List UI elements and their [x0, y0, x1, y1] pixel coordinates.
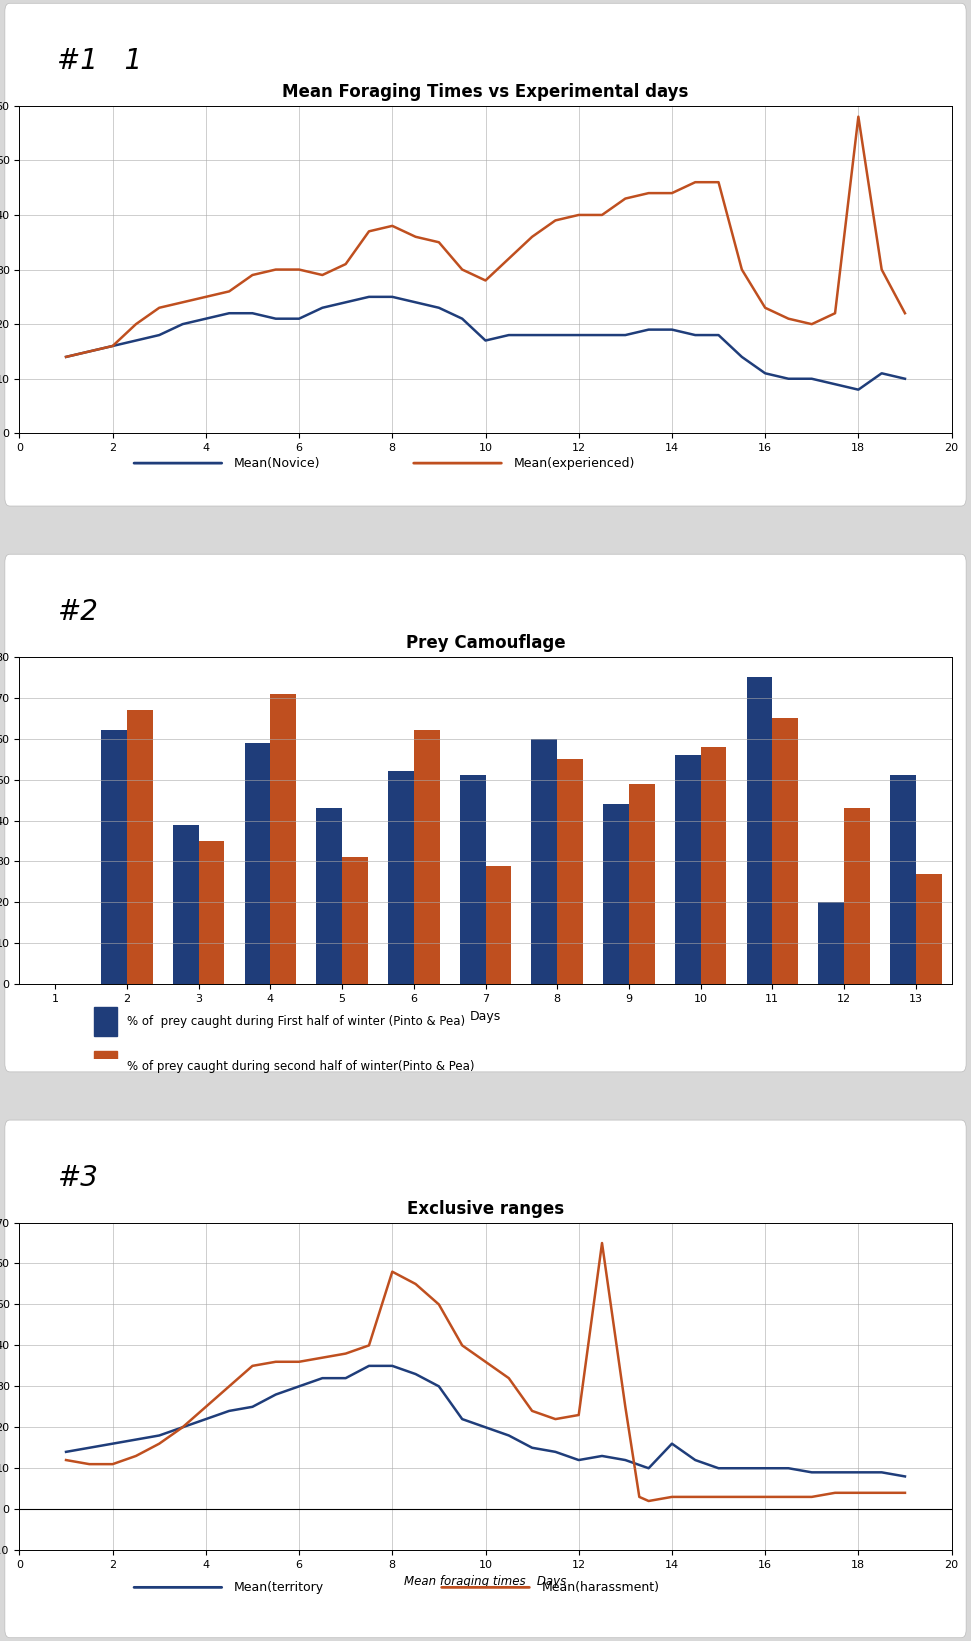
- Text: Mean(harassment): Mean(harassment): [542, 1580, 659, 1593]
- Bar: [459, 776, 486, 985]
- Title: Prey Camouflage: Prey Camouflage: [406, 635, 565, 653]
- Bar: [388, 771, 414, 985]
- Title: Exclusive ranges: Exclusive ranges: [407, 1200, 564, 1218]
- Bar: [916, 873, 942, 985]
- Bar: [270, 694, 296, 985]
- Text: Mean(territory: Mean(territory: [234, 1580, 324, 1593]
- Text: #2: #2: [56, 597, 97, 625]
- Text: Mean(Novice): Mean(Novice): [234, 456, 320, 469]
- Bar: [414, 730, 440, 985]
- Bar: [199, 840, 224, 985]
- Bar: [245, 743, 270, 985]
- Title: Mean Foraging Times vs Experimental days: Mean Foraging Times vs Experimental days: [283, 84, 688, 102]
- X-axis label: Mean foraging times   Days: Mean foraging times Days: [404, 1575, 567, 1588]
- Bar: [675, 755, 701, 985]
- Bar: [531, 738, 557, 985]
- Bar: [701, 747, 726, 985]
- Text: #3: #3: [56, 1163, 97, 1191]
- Bar: [557, 760, 583, 985]
- X-axis label: Days: Days: [470, 1009, 501, 1022]
- Bar: [629, 784, 654, 985]
- Bar: [844, 809, 870, 985]
- Bar: [94, 1052, 117, 1081]
- Bar: [603, 804, 629, 985]
- Bar: [94, 1006, 117, 1037]
- Text: % of  prey caught during First half of winter (Pinto & Pea): % of prey caught during First half of wi…: [126, 1016, 465, 1027]
- Text: % of prey caught during second half of winter(Pinto & Pea): % of prey caught during second half of w…: [126, 1060, 474, 1073]
- Bar: [889, 776, 916, 985]
- Bar: [486, 865, 512, 985]
- Bar: [173, 824, 199, 985]
- Bar: [317, 809, 342, 985]
- Bar: [747, 678, 772, 985]
- Text: Mean(experienced): Mean(experienced): [514, 456, 635, 469]
- Text: #1   1: #1 1: [56, 48, 142, 75]
- Bar: [127, 711, 152, 985]
- Bar: [342, 857, 368, 985]
- Bar: [772, 719, 798, 985]
- Bar: [101, 730, 127, 985]
- Bar: [819, 903, 844, 985]
